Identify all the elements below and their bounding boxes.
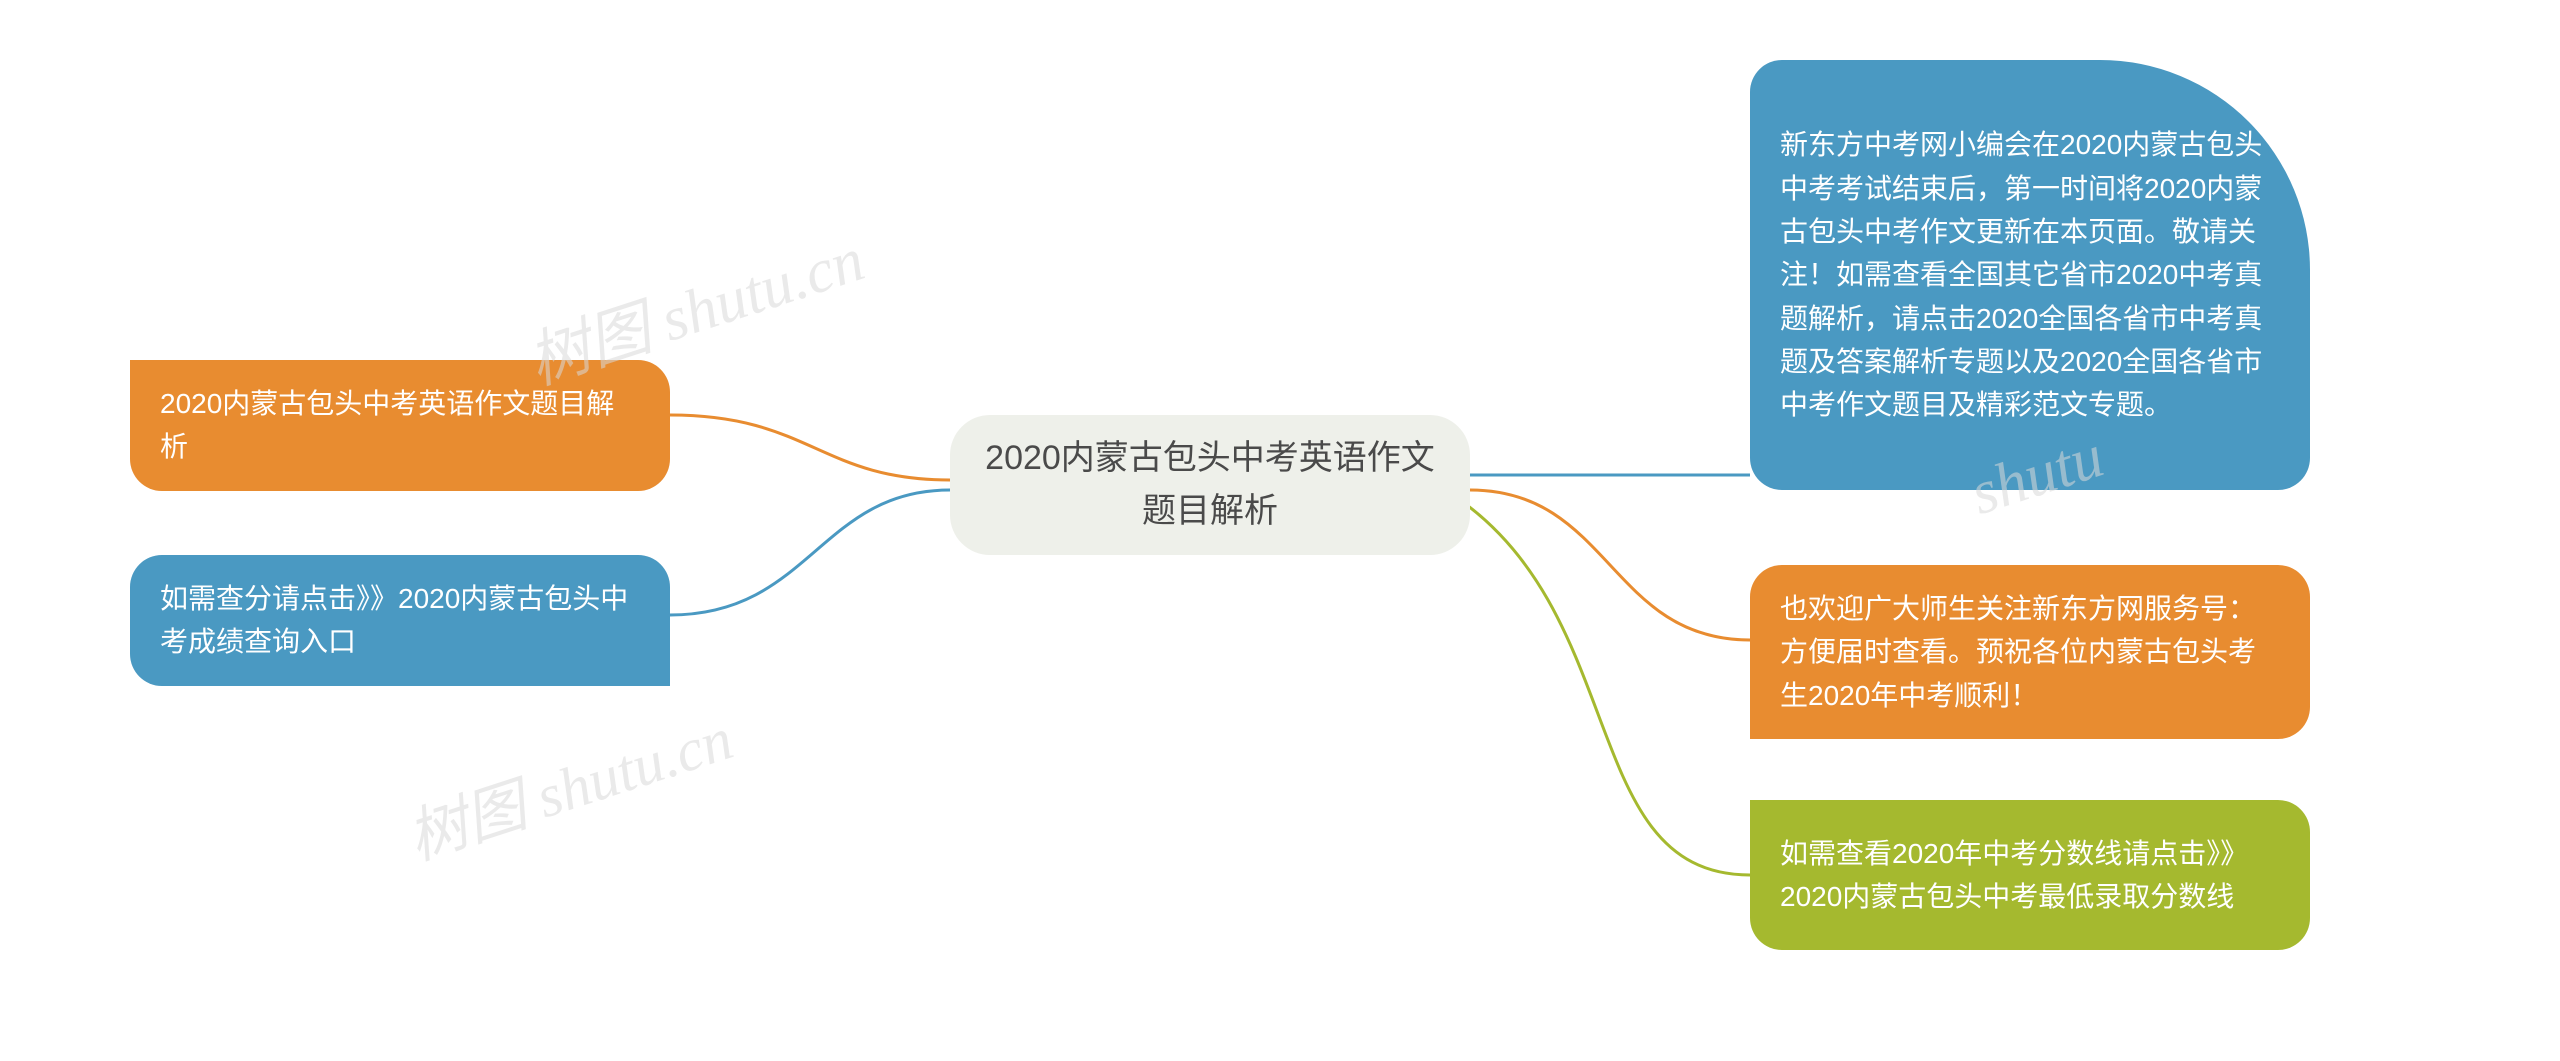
branch-node-r2: 也欢迎广大师生关注新东方网服务号： 方便届时查看。预祝各位内蒙古包头考生2020…: [1750, 565, 2310, 739]
connector: [1460, 500, 1750, 875]
branch-node-r3: 如需查看2020年中考分数线请点击》》2020内蒙古包头中考最低录取分数线: [1750, 800, 2310, 950]
center-node: 2020内蒙古包头中考英语作文题目解析: [950, 415, 1470, 555]
branch-node-l2-text: 如需查分请点击》》2020内蒙古包头中考成绩查询入口: [130, 555, 670, 686]
branch-node-r3-text: 如需查看2020年中考分数线请点击》》2020内蒙古包头中考最低录取分数线: [1750, 810, 2310, 941]
branch-node-r2-text: 也欢迎广大师生关注新东方网服务号： 方便届时查看。预祝各位内蒙古包头考生2020…: [1750, 565, 2310, 739]
branch-node-r1-text: 新东方中考网小编会在2020内蒙古包头中考考试结束后，第一时间将2020内蒙古包…: [1750, 101, 2310, 449]
connector: [670, 415, 950, 480]
branch-node-l1: 2020内蒙古包头中考英语作文题目解析: [130, 360, 670, 491]
branch-node-l2: 如需查分请点击》》2020内蒙古包头中考成绩查询入口: [130, 555, 670, 686]
mindmap-canvas: 2020内蒙古包头中考英语作文题目解析 新东方中考网小编会在2020内蒙古包头中…: [0, 0, 2560, 1061]
watermark-text: 树图 shutu.cn: [395, 690, 742, 877]
connector: [670, 490, 950, 615]
branch-node-r1: 新东方中考网小编会在2020内蒙古包头中考考试结束后，第一时间将2020内蒙古包…: [1750, 60, 2310, 490]
branch-node-l1-text: 2020内蒙古包头中考英语作文题目解析: [130, 360, 670, 491]
center-node-text: 2020内蒙古包头中考英语作文题目解析: [950, 410, 1470, 559]
connector: [1470, 490, 1750, 640]
